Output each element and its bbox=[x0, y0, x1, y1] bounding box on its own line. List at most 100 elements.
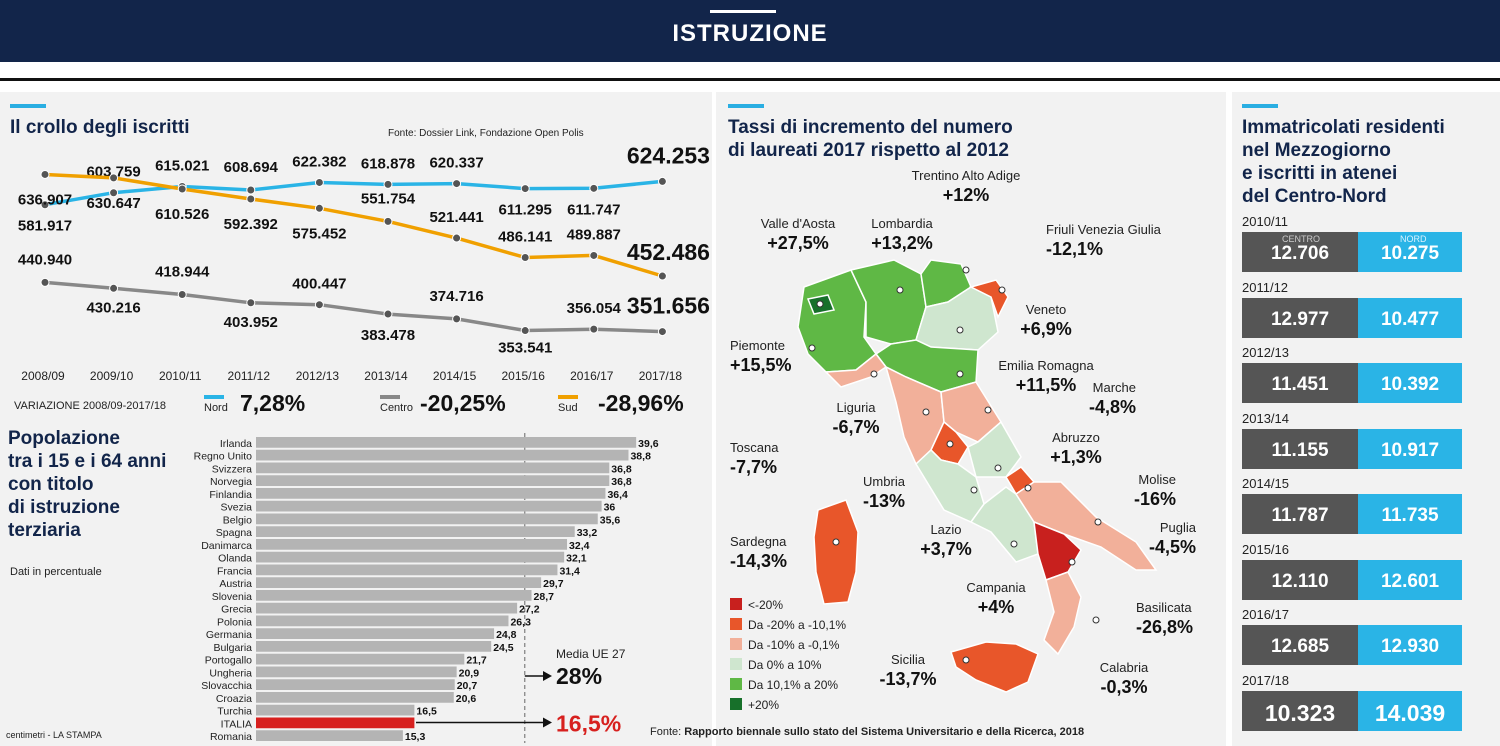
data-label: 610.526 bbox=[155, 206, 209, 223]
freshmen-panel: Immatricolati residenti nel Mezzogiorno … bbox=[1232, 92, 1500, 746]
point-nord bbox=[589, 183, 599, 193]
bar-portogallo bbox=[256, 653, 465, 665]
region-value: +13,2% bbox=[871, 233, 933, 253]
region-marker bbox=[808, 344, 816, 352]
point-sud bbox=[657, 271, 667, 281]
point-centro bbox=[109, 283, 119, 293]
freshmen-title-line-1: Immatricolati residenti bbox=[1242, 117, 1445, 138]
region-value: -6,7% bbox=[832, 417, 879, 437]
point-nord bbox=[40, 200, 50, 210]
year-label: 2014/15 bbox=[1242, 476, 1289, 491]
nord-value: 10.917 bbox=[1358, 428, 1462, 469]
category-label: Finlandia bbox=[209, 489, 252, 501]
x-tick-label: 2009/10 bbox=[90, 369, 134, 383]
value-label: 33,2 bbox=[577, 527, 598, 539]
data-label: 353.541 bbox=[498, 340, 552, 357]
map-legend-label: <-20% bbox=[748, 598, 784, 612]
category-label: Bulgaria bbox=[213, 642, 252, 654]
header-rule bbox=[0, 78, 1500, 81]
x-tick-label: 2012/13 bbox=[296, 369, 340, 383]
point-sud bbox=[109, 173, 119, 183]
region-marker bbox=[956, 370, 964, 378]
year-label: 2012/13 bbox=[1242, 345, 1289, 360]
centro-value: 12.110 bbox=[1242, 559, 1358, 600]
series-line-nord bbox=[44, 179, 663, 207]
bar-croazia bbox=[256, 692, 454, 703]
data-label: 615.021 bbox=[155, 158, 209, 175]
value-label: 24,8 bbox=[496, 629, 517, 641]
nord-tag: NORD bbox=[1400, 234, 1427, 244]
map-legend-swatch bbox=[730, 698, 742, 710]
bar-spagna bbox=[256, 526, 575, 537]
category-label: Spagna bbox=[216, 527, 252, 539]
bar-italia bbox=[256, 717, 415, 729]
data-label: 611.295 bbox=[498, 202, 551, 219]
year-row: 12.977 10.477 bbox=[1242, 297, 1462, 338]
value-label: 36,8 bbox=[611, 463, 632, 475]
region-name: Calabria bbox=[1100, 660, 1149, 675]
point-centro bbox=[589, 324, 599, 334]
data-label: 551.754 bbox=[361, 190, 416, 207]
point-sud bbox=[452, 233, 462, 243]
legend-value-nord: 7,28% bbox=[240, 390, 306, 416]
bar-francia bbox=[256, 564, 558, 576]
data-label: 430.216 bbox=[86, 299, 140, 316]
year-row: 11.787 11.735 bbox=[1242, 494, 1462, 534]
region-marker bbox=[970, 486, 978, 494]
region-marker bbox=[946, 440, 954, 448]
enrollment-panel: Il crollo degli iscritti Fonte: Dossier … bbox=[0, 92, 712, 746]
region-value: +15,5% bbox=[730, 355, 792, 375]
panel-accent bbox=[728, 104, 764, 108]
value-label: 21,7 bbox=[466, 655, 487, 667]
region-name: Liguria bbox=[836, 400, 876, 415]
data-label: 486.141 bbox=[498, 229, 552, 246]
category-label: Francia bbox=[217, 565, 252, 577]
data-label: 624.253 bbox=[627, 142, 710, 168]
region-marker bbox=[956, 326, 964, 334]
point-nord bbox=[383, 179, 393, 189]
data-label: 636.907 bbox=[18, 191, 72, 208]
category-label: Belgio bbox=[223, 514, 252, 526]
year-label: 2016/17 bbox=[1242, 607, 1289, 622]
bar-svezia bbox=[256, 500, 602, 512]
region-value: -0,3% bbox=[1100, 677, 1147, 697]
value-label: 20,7 bbox=[457, 680, 478, 692]
region-value: +4% bbox=[978, 597, 1015, 617]
point-nord bbox=[657, 176, 667, 186]
region-marker bbox=[1010, 540, 1018, 548]
category-label: Olanda bbox=[218, 553, 252, 565]
region-value: -4,8% bbox=[1089, 397, 1136, 417]
point-nord bbox=[109, 188, 119, 198]
region-name: Umbria bbox=[863, 474, 906, 489]
region-sardegna bbox=[813, 499, 859, 605]
centro-tag: CENTRO bbox=[1282, 234, 1320, 244]
data-label: 400.447 bbox=[292, 276, 346, 293]
value-label: 39,6 bbox=[638, 438, 659, 450]
point-centro bbox=[657, 327, 667, 337]
region-name: Friuli Venezia Giulia bbox=[1046, 222, 1162, 237]
region-marker bbox=[1092, 616, 1100, 624]
region-puglia bbox=[1014, 481, 1158, 571]
region-sicilia bbox=[950, 641, 1039, 693]
bar-bulgaria bbox=[256, 641, 492, 652]
region-marker bbox=[816, 300, 824, 308]
italia-arrow-head bbox=[543, 717, 552, 728]
x-tick-label: 2010/11 bbox=[159, 369, 202, 383]
bar-svizzera bbox=[256, 462, 610, 474]
category-label: Slovenia bbox=[212, 591, 252, 603]
x-tick-label: 2015/16 bbox=[502, 369, 546, 383]
centro-value: 12.706 CENTRO bbox=[1242, 232, 1358, 272]
bar-norvegia bbox=[256, 475, 610, 486]
region-name: Molise bbox=[1138, 472, 1176, 487]
bar-polonia bbox=[256, 615, 509, 627]
series-line-centro bbox=[44, 280, 663, 334]
region-name: Lombardia bbox=[871, 216, 933, 231]
year-row: 11.451 10.392 bbox=[1242, 363, 1462, 403]
value-label: 27,2 bbox=[519, 604, 540, 616]
x-tick-label: 2011/12 bbox=[228, 369, 271, 383]
map-source: Fonte: Rapporto biennale sullo stato del… bbox=[650, 726, 1084, 738]
value-label: 29,7 bbox=[543, 578, 564, 590]
freshmen-title-line-4: del Centro-Nord bbox=[1242, 186, 1387, 207]
region-value: -16% bbox=[1134, 489, 1176, 509]
media-label: Media UE 27 bbox=[556, 647, 626, 661]
